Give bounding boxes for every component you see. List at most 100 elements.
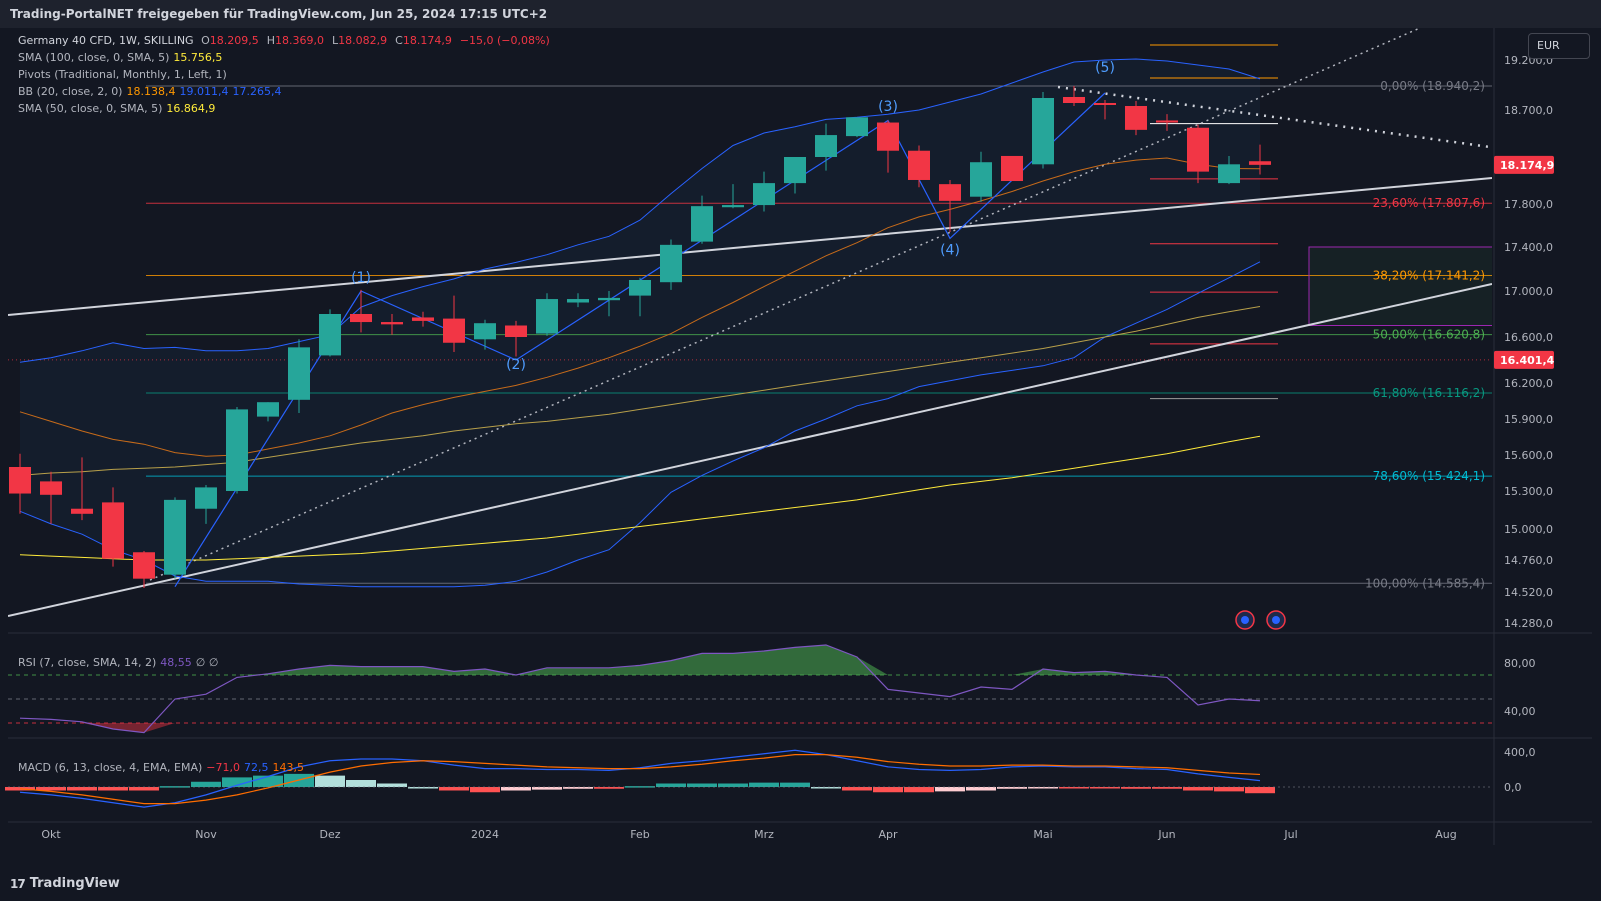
candle-body <box>1094 103 1116 105</box>
price-tick-label: 18.700,0 <box>1504 104 1553 117</box>
fib-level-label: 0,00% (18.940,2) <box>1380 79 1485 93</box>
time-axis-label: Nov <box>195 828 217 841</box>
candle <box>133 550 155 588</box>
target-box <box>1308 246 1492 326</box>
candle <box>815 123 837 171</box>
price-tag-label: 16.401,4 <box>1500 354 1555 367</box>
macd-histogram-bar <box>1214 787 1244 792</box>
macd-histogram-bar <box>129 787 159 791</box>
rsi-oversold-fill <box>20 723 1260 733</box>
macd-histogram-bar <box>904 787 934 793</box>
candle <box>474 319 496 350</box>
legend-macd: MACD (6, 13, close, 4, EMA, EMA) −71,0 72,… <box>18 761 304 774</box>
legend-sma100: SMA (100, close, 0, SMA, 5) 15.756,5 <box>18 51 223 64</box>
time-axis-label: Mrz <box>754 828 774 841</box>
price-tag-bg <box>1494 155 1554 174</box>
bollinger-upper-line <box>19 58 1261 363</box>
legend-symbol-row: Germany 40 CFD, 1W, SKILLING O18.209,5 H1… <box>18 33 562 49</box>
wave-label: (5) <box>1095 60 1115 76</box>
tradingview-logo-icon: 17 <box>10 876 26 891</box>
candle <box>722 184 744 209</box>
candle <box>40 471 62 524</box>
macd-histogram-bar <box>594 787 624 789</box>
rsi-tick-label: 40,00 <box>1504 705 1536 718</box>
candle <box>1094 100 1116 120</box>
macd-histogram-bar <box>749 782 779 787</box>
macd-histogram-bar <box>1245 787 1275 794</box>
price-tick-label: 15.600,0 <box>1504 449 1553 462</box>
trendline-dotted-steep <box>149 28 1421 581</box>
candle <box>536 293 558 336</box>
event-icon <box>1235 610 1255 630</box>
trendline-lower <box>8 283 1492 617</box>
macd-histogram-bar <box>997 787 1027 789</box>
macd-histogram-bar <box>501 787 531 791</box>
candle <box>846 117 868 138</box>
currency-button[interactable]: EUR <box>1528 33 1590 59</box>
candle-body <box>1218 164 1240 184</box>
candle <box>877 120 899 173</box>
macd-tick-label: 400,0 <box>1504 746 1536 759</box>
candle-body <box>71 508 93 514</box>
candle-body <box>288 347 310 400</box>
fib-level-label: 38,20% (17.141,2) <box>1373 268 1485 282</box>
tradingview-logo[interactable]: 17 TradingView <box>10 876 120 891</box>
candle <box>505 320 527 357</box>
price-tag-label: 18.174,9 <box>1500 159 1554 172</box>
time-axis-label: Aug <box>1435 828 1456 841</box>
candle-body <box>133 552 155 579</box>
candle <box>784 157 806 194</box>
candle-body <box>877 122 899 151</box>
candle <box>1156 114 1178 131</box>
macd-histogram-bar <box>842 787 872 791</box>
candle <box>1001 155 1023 182</box>
macd-histogram-bar <box>935 787 965 792</box>
candle-body <box>1125 106 1147 130</box>
candle-body <box>412 317 434 321</box>
macd-tick-label: 0,0 <box>1504 781 1522 794</box>
header-bar: Trading-PortalNET freigegeben für Tradin… <box>0 0 1601 28</box>
wave-label: (4) <box>940 243 960 259</box>
candle-body <box>40 481 62 495</box>
candle-body <box>1063 97 1085 103</box>
price-tick-label: 15.300,0 <box>1504 485 1553 498</box>
candle-body <box>660 244 682 283</box>
candle-body <box>319 314 341 356</box>
candle <box>257 402 279 422</box>
price-pane <box>8 28 1492 617</box>
time-axis-label: Apr <box>878 828 898 841</box>
macd-signal-line <box>19 754 1261 805</box>
rsi-tick-label: 80,00 <box>1504 657 1536 670</box>
time-axis-label: Feb <box>630 828 649 841</box>
macd-histogram-bar <box>1183 787 1213 791</box>
candle-body <box>567 299 589 303</box>
candle-body <box>598 297 620 301</box>
candle <box>691 195 713 244</box>
candle-body <box>970 162 992 197</box>
legend-ohlc-item: H18.369,0 <box>266 34 325 47</box>
time-axis-label: Jun <box>1157 828 1175 841</box>
candle-body <box>1187 127 1209 172</box>
candle <box>102 487 124 567</box>
legend-ohlc: O18.209,5 H18.369,0 L18.082,9 C18.174,9 −15,… <box>201 34 558 47</box>
macd-histogram-bar <box>1059 787 1089 789</box>
fib-level-label: 23,60% (17.807,6) <box>1373 196 1485 210</box>
candle-body <box>753 183 775 206</box>
legend-pivots: Pivots (Traditional, Monthly, 1, Left, 1… <box>18 68 227 81</box>
macd-histogram-bar <box>1121 787 1151 789</box>
legend-symbol: Germany 40 CFD, 1W, SKILLING <box>18 34 194 47</box>
macd-histogram-bar <box>966 787 996 791</box>
macd-histogram-bar <box>873 787 903 793</box>
time-axis-label: Dez <box>319 828 340 841</box>
candle <box>1032 92 1054 169</box>
wave-label: (3) <box>878 99 898 115</box>
candle-body <box>722 205 744 208</box>
legend-ohlc-item: L18.082,9 <box>332 34 388 47</box>
macd-histogram-bar <box>811 787 841 789</box>
rsi-overbought-fill <box>20 645 1260 675</box>
candle <box>1125 101 1147 136</box>
macd-histogram-bar <box>253 775 283 787</box>
macd-histogram-bar <box>67 787 97 791</box>
candle <box>753 171 775 212</box>
